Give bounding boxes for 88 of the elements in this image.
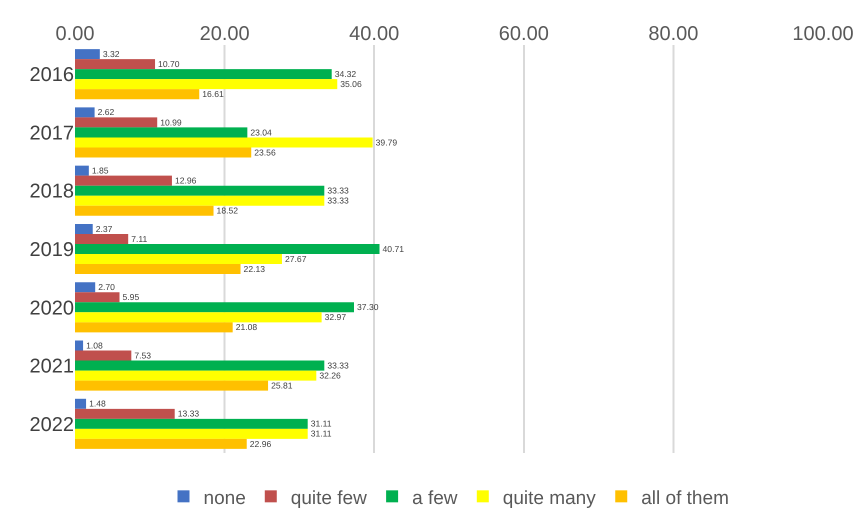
bar	[75, 292, 120, 302]
y-tick-label: 2017	[30, 122, 74, 144]
x-tick-label: 80.00	[648, 23, 698, 45]
bar	[75, 322, 233, 332]
legend-label: quite few	[290, 488, 368, 509]
data-label: 5.95	[122, 292, 140, 302]
data-label: 22.13	[244, 264, 266, 274]
x-tick-label: 0.00	[56, 23, 94, 45]
data-label: 2.37	[96, 224, 113, 234]
bar	[75, 418, 308, 429]
bar	[75, 360, 324, 371]
bar	[75, 370, 316, 381]
bar	[75, 186, 324, 196]
data-label: 18.52	[216, 206, 238, 216]
data-label: 40.71	[382, 244, 404, 254]
bar	[75, 127, 248, 138]
data-label: 10.70	[158, 58, 180, 69]
bar	[75, 282, 96, 292]
bar	[75, 312, 322, 322]
bar	[75, 147, 252, 158]
data-label: 25.81	[271, 380, 293, 390]
data-label: 16.61	[202, 89, 224, 100]
legend-label: all of them	[641, 488, 729, 509]
y-tick-label: 2020	[30, 297, 74, 320]
data-label: 39.79	[376, 137, 398, 148]
data-label: 23.56	[254, 147, 276, 158]
data-label: 7.11	[131, 234, 148, 244]
data-label: 2.70	[98, 282, 116, 292]
legend-label: quite many	[502, 488, 596, 509]
bar	[75, 69, 332, 80]
legend-label: none	[204, 488, 246, 509]
bar	[75, 107, 95, 118]
data-label: 1.48	[89, 398, 106, 409]
bar	[75, 196, 324, 206]
y-tick-label: 2019	[30, 239, 74, 261]
bar	[75, 438, 247, 449]
data-label: 33.33	[327, 186, 350, 196]
y-tick-label: 2022	[30, 414, 74, 436]
bar	[75, 117, 158, 128]
bar	[75, 302, 354, 312]
data-label: 13.33	[178, 408, 200, 419]
data-label: 27.67	[284, 254, 307, 264]
bar	[75, 137, 373, 148]
data-label: 37.30	[357, 302, 379, 312]
bar	[75, 408, 175, 419]
bar	[75, 340, 84, 351]
data-label: 2.62	[98, 107, 115, 118]
legend-label: a few	[412, 488, 458, 509]
data-label: 31.11	[310, 418, 332, 429]
data-label: 3.32	[102, 48, 120, 59]
data-label: 21.08	[236, 322, 258, 332]
bar	[75, 244, 380, 254]
bar	[75, 264, 241, 274]
x-tick-label: 40.00	[349, 23, 400, 45]
x-tick-label: 100.00	[792, 23, 854, 45]
bar	[75, 254, 282, 264]
bar	[75, 79, 338, 90]
bar	[75, 206, 214, 216]
data-label: 32.97	[324, 312, 346, 322]
data-label: 22.96	[250, 438, 272, 449]
bar	[75, 398, 86, 409]
bar	[75, 89, 200, 100]
data-label: 34.32	[334, 69, 356, 80]
bar	[75, 380, 268, 391]
bar	[75, 59, 156, 70]
data-label: 33.33	[327, 360, 350, 370]
bar	[75, 176, 172, 186]
y-tick-label: 2021	[30, 356, 74, 378]
bar	[75, 350, 132, 361]
data-label: 32.26	[319, 370, 342, 380]
y-tick-label: 2018	[30, 180, 74, 203]
data-label: 10.99	[160, 117, 182, 128]
x-tick-label: 20.00	[200, 23, 250, 45]
data-label: 35.06	[340, 79, 362, 90]
data-label: 31.11	[310, 428, 332, 439]
data-label: 1.08	[86, 340, 104, 350]
data-label: 1.85	[92, 166, 109, 176]
y-tick-label: 2016	[30, 64, 74, 86]
bar	[75, 428, 308, 439]
x-tick-label: 60.00	[498, 23, 549, 45]
data-label: 23.04	[250, 127, 272, 138]
data-label: 33.33	[327, 196, 350, 206]
bar	[75, 166, 89, 176]
bar	[75, 224, 93, 234]
bar	[75, 49, 100, 60]
bar	[75, 234, 128, 244]
data-label: 7.53	[134, 350, 152, 360]
data-label: 12.96	[174, 176, 197, 186]
